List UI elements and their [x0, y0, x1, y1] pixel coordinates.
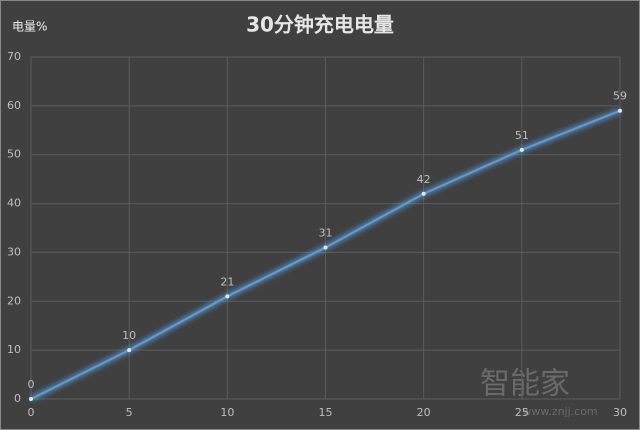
data-label: 59	[613, 90, 627, 103]
watermark-url: www.znjj.com	[522, 405, 597, 418]
data-point	[225, 294, 230, 299]
data-point	[618, 108, 622, 113]
y-tick-label: 10	[7, 343, 21, 356]
x-tick-label: 5	[126, 406, 133, 419]
y-tick-label: 40	[7, 197, 21, 210]
y-tick-label: 50	[7, 148, 21, 161]
data-label: 0	[28, 378, 35, 391]
y-tick-label: 20	[7, 294, 21, 307]
data-label: 31	[319, 227, 333, 240]
y-axis-label: 电量%	[12, 20, 47, 34]
data-label: 10	[122, 329, 136, 342]
data-label: 51	[515, 129, 529, 142]
y-tick-label: 0	[14, 392, 21, 405]
y-tick-label: 60	[7, 99, 21, 112]
data-point	[29, 397, 33, 401]
y-tick-label: 30	[7, 245, 21, 258]
watermark-brand: 智能家	[480, 367, 570, 402]
data-label: 42	[417, 173, 431, 186]
x-tick-label: 30	[613, 406, 627, 419]
x-tick-label: 0	[28, 406, 35, 419]
data-label: 21	[220, 275, 234, 288]
x-tick-label: 15	[319, 406, 333, 419]
y-tick-label: 70	[7, 50, 21, 63]
chart-title: 30分钟充电电量	[246, 13, 394, 37]
x-tick-label: 10	[220, 406, 234, 419]
data-point	[323, 245, 328, 250]
data-point	[519, 147, 524, 152]
x-tick-label: 25	[515, 406, 529, 419]
data-point	[127, 348, 132, 353]
x-tick-label: 20	[417, 406, 431, 419]
data-point	[421, 191, 426, 196]
